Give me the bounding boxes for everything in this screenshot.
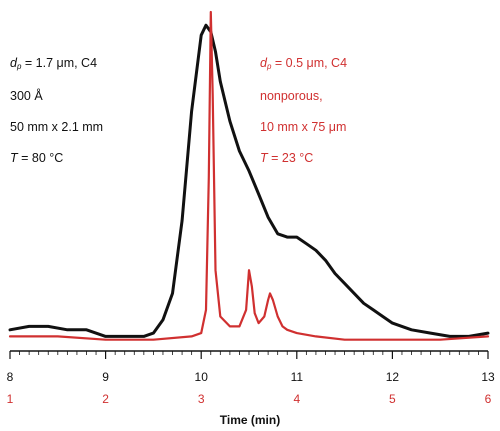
series-red-trace <box>8 10 490 341</box>
series-black-trace <box>8 23 490 338</box>
red-particle-size-label: dp = 0.5 μm, C4 <box>260 56 348 71</box>
red-porosity-label: nonporous, <box>260 89 323 103</box>
black-pore-size-label: 300 Å <box>10 89 43 103</box>
x-tick-label-black: 13 <box>481 370 495 384</box>
x-tick-label-black: 8 <box>7 370 14 384</box>
x-tick-label-black: 9 <box>102 370 109 384</box>
x-tick-label-black: 11 <box>291 370 304 384</box>
x-tick-label-red: 2 <box>102 392 109 406</box>
black-column-dimensions-label: 50 mm x 2.1 mm <box>10 120 104 134</box>
x-axis-title: Time (min) <box>220 413 280 427</box>
x-tick-label-red: 5 <box>389 392 396 406</box>
x-tick-label-black: 10 <box>195 370 209 384</box>
x-tick-label-red: 3 <box>198 392 205 406</box>
plot-area <box>8 10 490 341</box>
black-particle-size-label: dp = 1.7 μm, C4 <box>10 56 98 71</box>
red-column-dimensions-label: 10 mm x 75 μm <box>260 120 347 134</box>
x-tick-label-red: 1 <box>7 392 14 406</box>
x-axis: 8 9 10 11 12 131 2 3 4 5 6 <box>7 350 495 406</box>
black-temperature-label: T = 80 °C <box>10 151 64 165</box>
x-tick-label-red: 6 <box>485 392 492 406</box>
x-tick-label-black: 12 <box>386 370 400 384</box>
x-tick-label-red: 4 <box>293 392 300 406</box>
red-temperature-label: T = 23 °C <box>260 151 314 165</box>
